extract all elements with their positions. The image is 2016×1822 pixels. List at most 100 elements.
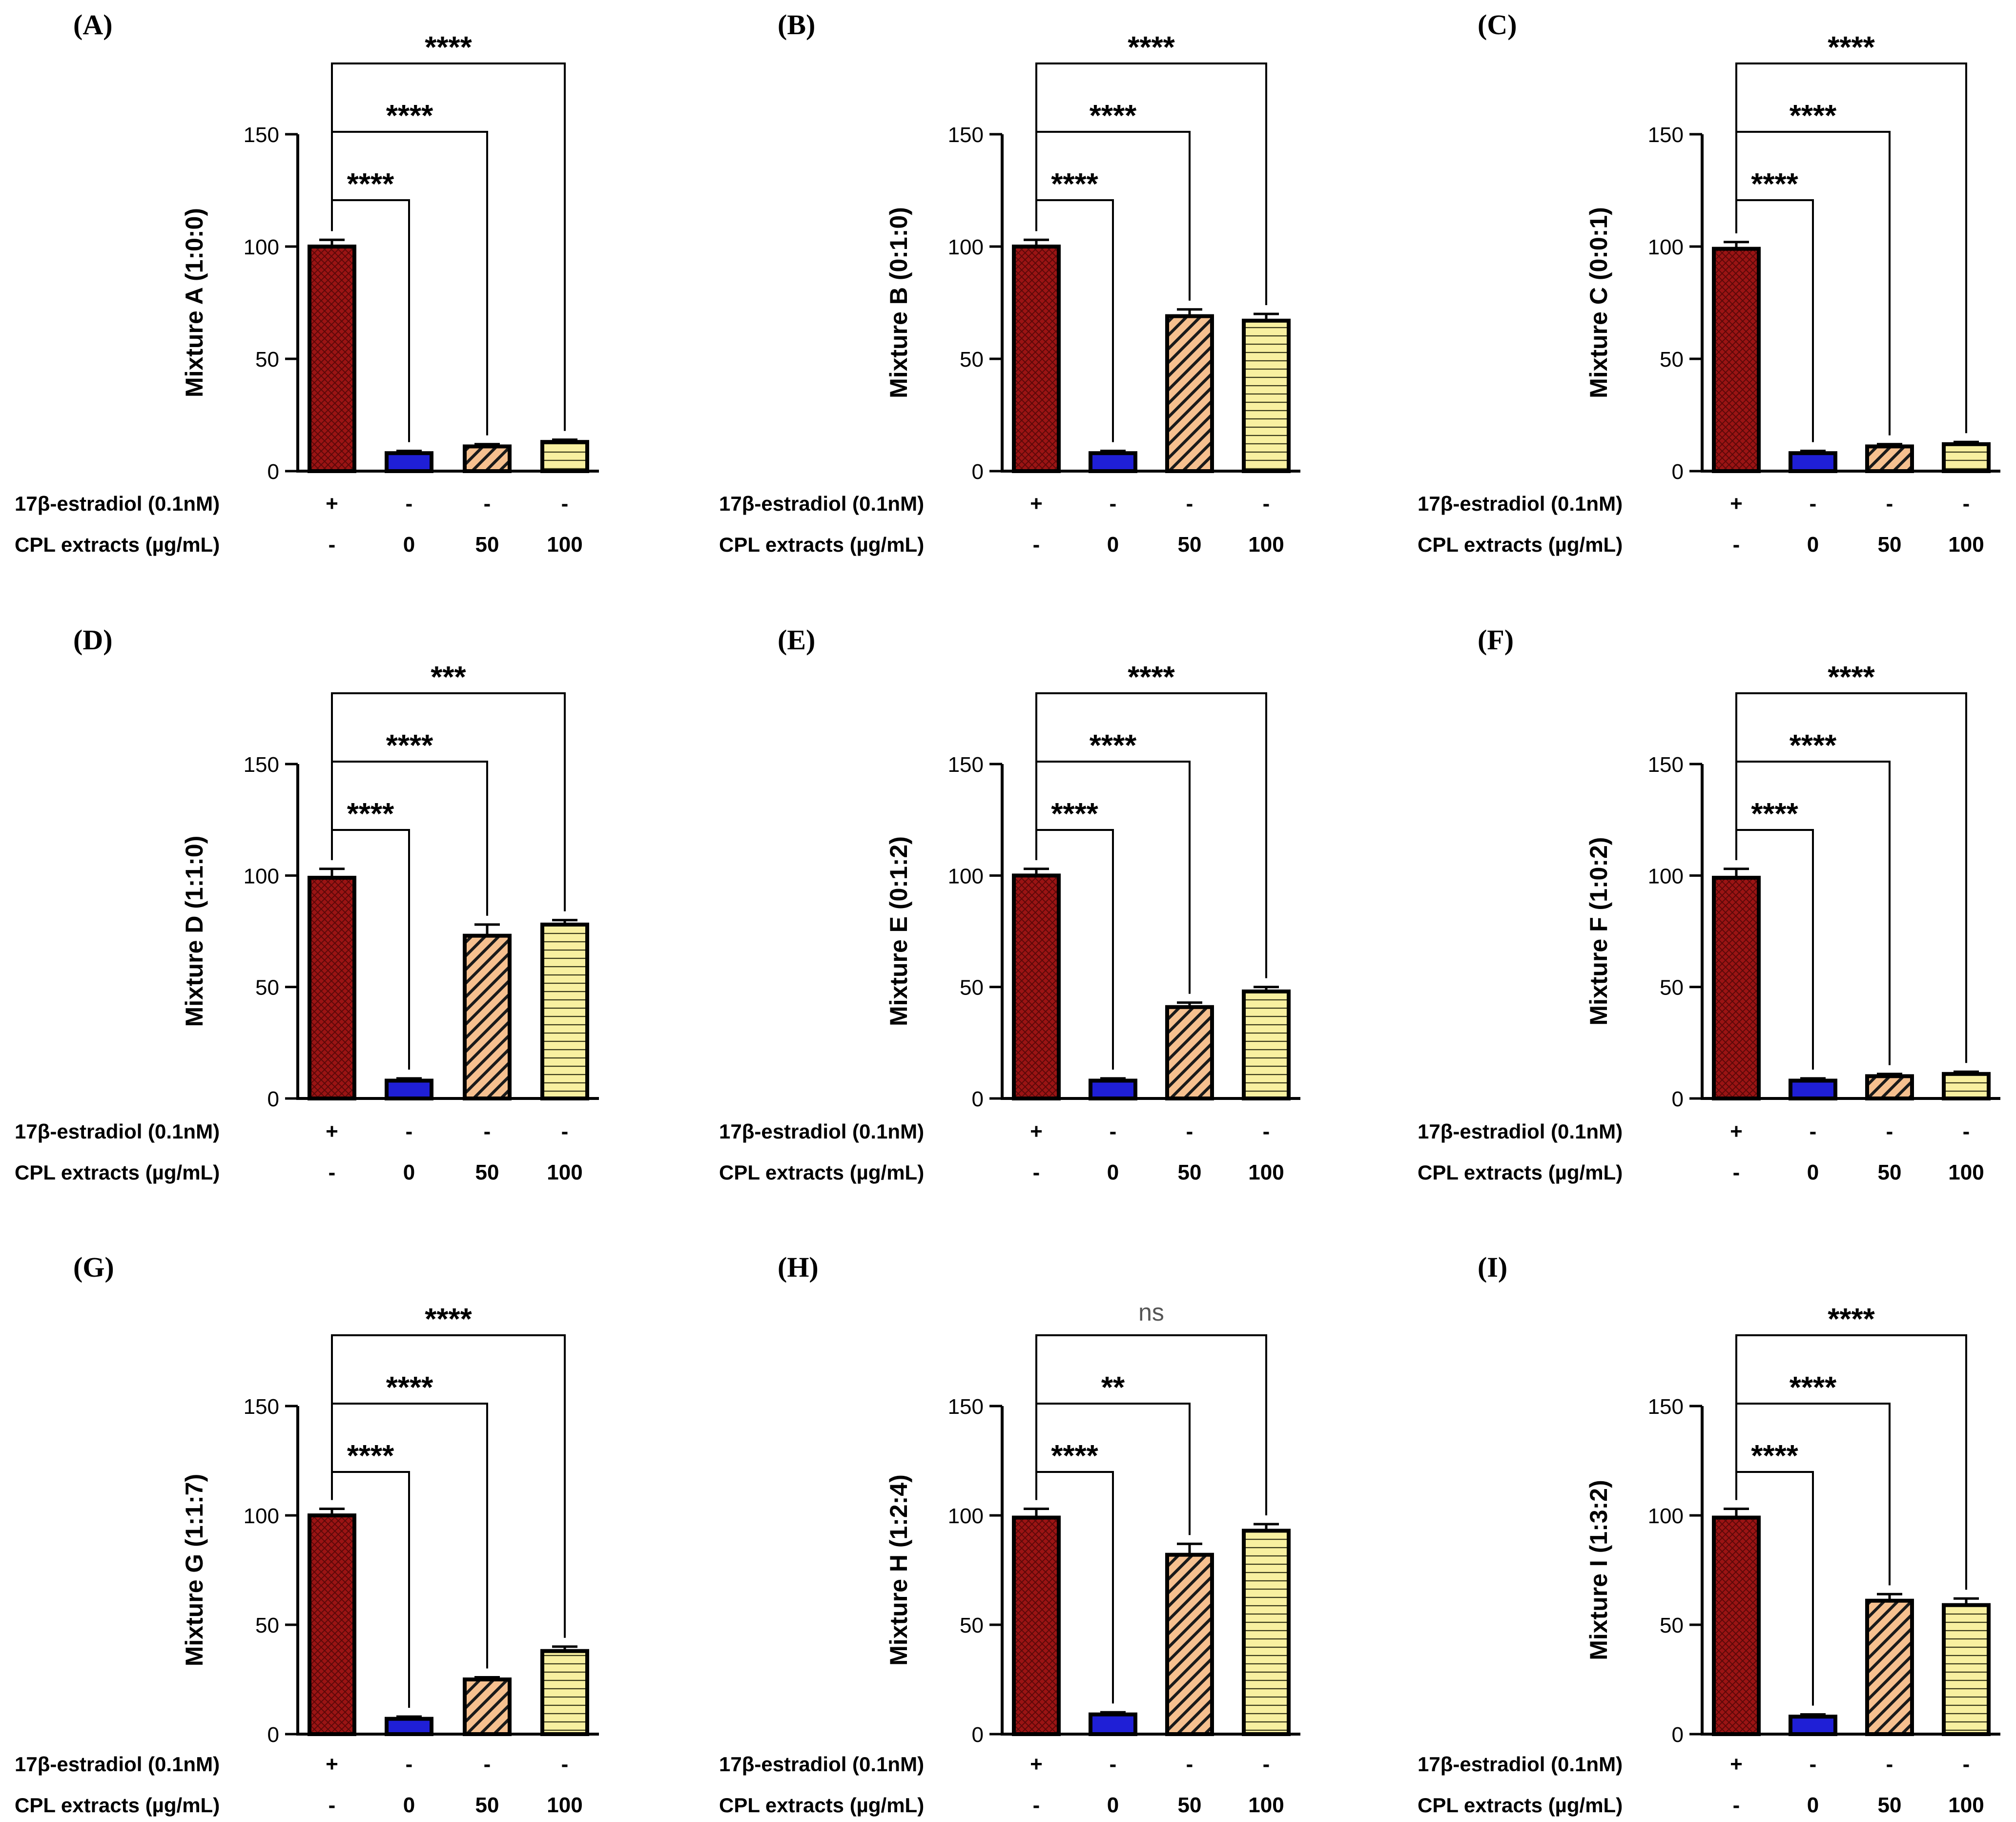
y-tick-label: 50 — [960, 348, 984, 372]
significance-label: **** — [1828, 1303, 1875, 1336]
estradiol-value: - — [1810, 1752, 1817, 1776]
estradiol-value: - — [561, 492, 569, 516]
estradiol-value: - — [1886, 492, 1893, 516]
estradiol-bar — [1712, 247, 1761, 473]
estradiol-value: - — [1110, 492, 1117, 516]
estradiol-value: + — [1730, 1119, 1743, 1143]
estradiol-row-label: 17β-estradiol (0.1nM) — [719, 1753, 924, 1776]
significance-label: **** — [1051, 797, 1098, 831]
estradiol-value: - — [1810, 492, 1817, 516]
y-tick-label: 150 — [1648, 1395, 1684, 1419]
cpl-100-bar — [1242, 318, 1291, 473]
estradiol-row-label: 17β-estradiol (0.1nM) — [1418, 1753, 1623, 1776]
estradiol-value: + — [1730, 492, 1743, 516]
significance-label: **** — [1751, 797, 1798, 831]
extract-value: - — [1033, 1793, 1040, 1817]
significance-label: **** — [1051, 1439, 1098, 1473]
y-tick-label: 0 — [972, 460, 984, 484]
extract-value: 100 — [1248, 1160, 1284, 1184]
estradiol-row-label: 17β-estradiol (0.1nM) — [719, 492, 924, 515]
panel-h: (H) 0 50 100 150 Mixture H (1:2:4) ****** ns 17β… — [719, 1251, 1300, 1817]
y-tick-label: 0 — [1672, 1723, 1684, 1747]
control-bar — [1789, 1078, 1837, 1100]
extract-value: 50 — [1878, 533, 1902, 557]
y-tick-label: 100 — [1648, 235, 1684, 259]
control-bar — [385, 451, 433, 474]
extract-value: - — [329, 1160, 336, 1184]
estradiol-value: - — [484, 492, 491, 516]
panel-b: (B) 0 50 100 150 Mixture B (0:1:0) **** **** ***… — [719, 9, 1300, 557]
estradiol-bar — [1712, 1515, 1761, 1736]
estradiol-value: - — [1886, 1119, 1893, 1143]
y-tick-label: 0 — [972, 1087, 984, 1111]
extract-value: 0 — [1107, 533, 1119, 557]
extract-value: - — [1033, 533, 1040, 557]
estradiol-value: - — [561, 1752, 569, 1776]
significance-label: **** — [347, 797, 394, 831]
cpl-100-bar — [540, 1649, 589, 1737]
extract-value: 50 — [475, 533, 499, 557]
estradiol-row-label: 17β-estradiol (0.1nM) — [1418, 1120, 1623, 1143]
panel-label: (D) — [73, 624, 113, 656]
control-bar — [385, 1078, 433, 1100]
significance-label: **** — [1828, 31, 1875, 64]
y-axis-label: Mixture B (0:1:0) — [885, 207, 912, 398]
y-axis-label: Mixture H (1:2:4) — [885, 1474, 912, 1666]
y-tick-label: 50 — [1660, 1614, 1684, 1637]
y-tick-label: 0 — [1672, 1087, 1684, 1111]
y-tick-label: 150 — [948, 123, 984, 147]
significance-label: **** — [386, 729, 433, 763]
cpl-100-bar — [1942, 1603, 1991, 1736]
panel-label: (H) — [778, 1251, 819, 1283]
significance-label: **** — [1751, 167, 1798, 201]
significance-label: **** — [1128, 661, 1175, 694]
y-tick-label: 150 — [948, 753, 984, 777]
cpl-50-bar — [1165, 1553, 1214, 1736]
y-tick-label: 100 — [948, 1504, 984, 1528]
significance-label: **** — [386, 1371, 433, 1405]
y-tick-label: 50 — [255, 1614, 279, 1637]
significance-label: **** — [386, 99, 433, 133]
significance-label: **** — [1790, 729, 1837, 763]
cpl-50-bar — [463, 1677, 512, 1736]
estradiol-bar — [1712, 875, 1761, 1101]
estradiol-value: - — [406, 1119, 413, 1143]
panel-label: (I) — [1478, 1251, 1507, 1283]
estradiol-value: - — [1886, 1752, 1893, 1776]
significance-bracket — [1035, 1334, 1267, 1515]
significance-label: **** — [1090, 99, 1137, 133]
control-bar — [385, 1717, 433, 1736]
significance-label: **** — [425, 31, 472, 64]
estradiol-value: - — [1186, 492, 1193, 516]
control-bar — [1089, 451, 1137, 474]
estradiol-bar — [1012, 873, 1061, 1101]
cpl-100-bar — [1242, 1529, 1291, 1737]
y-tick-label: 0 — [267, 1087, 279, 1111]
y-tick-label: 100 — [948, 235, 984, 259]
significance-label: ** — [1101, 1371, 1125, 1405]
extract-row-label: CPL extracts (µg/mL) — [719, 1161, 924, 1184]
extract-value: 50 — [475, 1793, 499, 1817]
estradiol-row-label: 17β-estradiol (0.1nM) — [1418, 492, 1623, 515]
estradiol-value: - — [1810, 1119, 1817, 1143]
cpl-50-bar — [1865, 444, 1914, 474]
estradiol-value: - — [1963, 492, 1970, 516]
extract-value: - — [329, 533, 336, 557]
y-tick-label: 150 — [1648, 753, 1684, 777]
significance-label: *** — [431, 661, 466, 694]
panel-label: (A) — [73, 9, 113, 41]
significance-label: **** — [1751, 1439, 1798, 1473]
y-tick-label: 50 — [255, 348, 279, 372]
extract-value: 0 — [1107, 1160, 1119, 1184]
y-tick-label: 100 — [244, 1504, 279, 1528]
y-tick-label: 50 — [960, 976, 984, 1000]
y-tick-label: 150 — [244, 753, 279, 777]
y-tick-label: 0 — [1672, 460, 1684, 484]
significance-bracket — [1735, 692, 1967, 1063]
significance-bracket — [1035, 692, 1267, 978]
extract-value: 50 — [1878, 1793, 1902, 1817]
extract-value: 0 — [1807, 1793, 1819, 1817]
extract-value: - — [1733, 1160, 1740, 1184]
